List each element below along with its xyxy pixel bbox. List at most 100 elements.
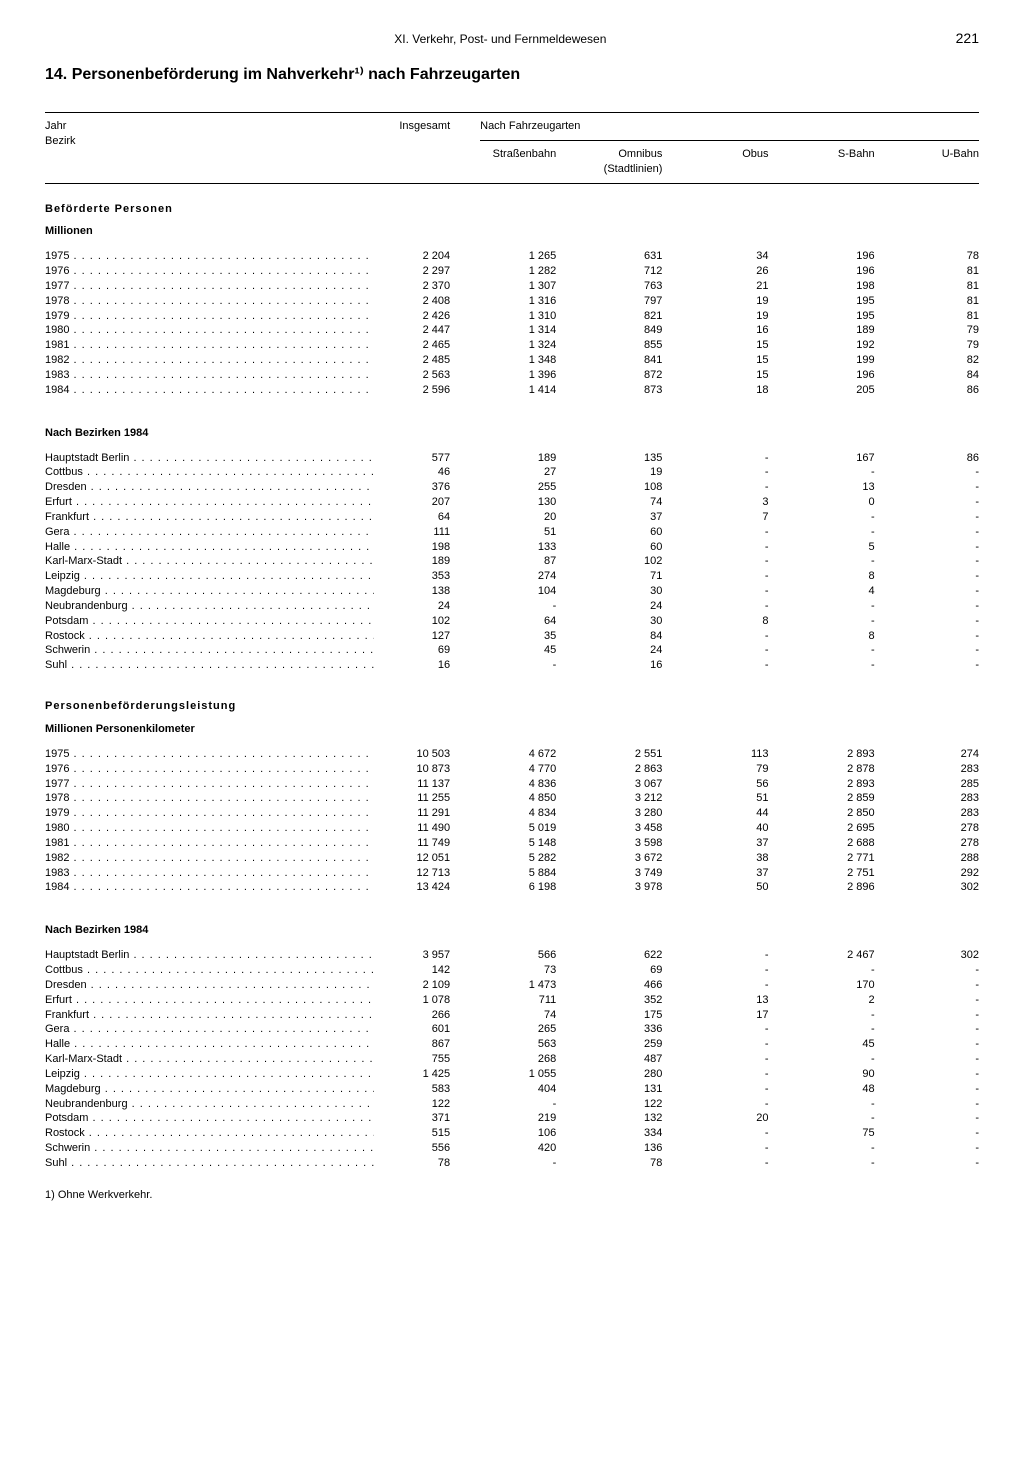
row-label: 1978 <box>45 791 374 806</box>
cell-value: - <box>905 993 979 1008</box>
table-row: 19782 4081 3167971919581 <box>45 294 979 309</box>
row-label: 1975 <box>45 747 374 762</box>
cell-value: 5 <box>799 540 905 555</box>
cell-value: 71 <box>586 569 692 584</box>
row-label: Neubrandenburg <box>45 1097 374 1112</box>
cell-value: 189 <box>799 323 905 338</box>
cell-value: - <box>692 1082 798 1097</box>
table-row: Neubrandenburg122-122--- <box>45 1097 979 1112</box>
table-row: Hauptstadt Berlin3 957566622-2 467302 <box>45 948 979 963</box>
cell-value: - <box>480 658 586 673</box>
cell-value: 142 <box>374 963 480 978</box>
cell-value: 20 <box>480 510 586 525</box>
cell-value: 601 <box>374 1022 480 1037</box>
cell-value: 195 <box>799 309 905 324</box>
table-title: 14. Personenbeförderung im Nahverkehr¹⁾ … <box>45 64 979 84</box>
table-row: Schwerin556420136--- <box>45 1141 979 1156</box>
cell-value: - <box>905 1141 979 1156</box>
cell-value: 872 <box>586 368 692 383</box>
cell-value: 302 <box>905 948 979 963</box>
col-header: S-Bahn <box>799 140 905 183</box>
table-row: Erfurt1 078711352132- <box>45 993 979 1008</box>
cell-value: 515 <box>374 1126 480 1141</box>
block-subhead: Nach Bezirken 1984 <box>45 406 979 451</box>
cell-value: - <box>799 1022 905 1037</box>
cell-value: 4 <box>799 584 905 599</box>
cell-value: 84 <box>586 629 692 644</box>
cell-value: 38 <box>692 851 798 866</box>
cell-value: - <box>905 480 979 495</box>
table-row: Cottbus462719--- <box>45 465 979 480</box>
cell-value: - <box>905 510 979 525</box>
row-label: Rostock <box>45 1126 374 1141</box>
cell-value: 21 <box>692 279 798 294</box>
table-row: Magdeburg13810430-4- <box>45 584 979 599</box>
cell-value: - <box>905 1111 979 1126</box>
cell-value: - <box>692 948 798 963</box>
table-row: Cottbus1427369--- <box>45 963 979 978</box>
cell-value: - <box>905 584 979 599</box>
cell-value: 566 <box>480 948 586 963</box>
row-label: Neubrandenburg <box>45 599 374 614</box>
cell-value: 113 <box>692 747 798 762</box>
cell-value: 30 <box>586 614 692 629</box>
row-label: 1984 <box>45 880 374 895</box>
cell-value: 12 713 <box>374 866 480 881</box>
cell-value: 15 <box>692 353 798 368</box>
cell-value: 285 <box>905 777 979 792</box>
cell-value: 196 <box>799 264 905 279</box>
row-label: 1975 <box>45 249 374 264</box>
row-label: 1984 <box>45 383 374 398</box>
cell-value: - <box>905 1037 979 1052</box>
data-table: JahrBezirkInsgesamtNach FahrzeugartenStr… <box>45 112 979 1179</box>
cell-value: - <box>692 643 798 658</box>
cell-value: 2 878 <box>799 762 905 777</box>
cell-value: 11 255 <box>374 791 480 806</box>
table-row: 19762 2971 2827122619681 <box>45 264 979 279</box>
cell-value: 10 503 <box>374 747 480 762</box>
table-row: Dresden2 1091 473466-170- <box>45 978 979 993</box>
cell-value: 274 <box>480 569 586 584</box>
cell-value: 2 751 <box>799 866 905 881</box>
table-row: 19792 4261 3108211919581 <box>45 309 979 324</box>
row-label: Hauptstadt Berlin <box>45 948 374 963</box>
cell-value: - <box>799 643 905 658</box>
row-label: Frankfurt <box>45 1008 374 1023</box>
cell-value: 1 265 <box>480 249 586 264</box>
cell-value: 3 672 <box>586 851 692 866</box>
cell-value: 2 467 <box>799 948 905 963</box>
cell-value: 1 348 <box>480 353 586 368</box>
cell-value: - <box>799 658 905 673</box>
cell-value: 3 067 <box>586 777 692 792</box>
table-row: 19812 4651 3248551519279 <box>45 338 979 353</box>
row-label: 1983 <box>45 368 374 383</box>
cell-value: 288 <box>905 851 979 866</box>
row-label: Cottbus <box>45 963 374 978</box>
cell-value: 797 <box>586 294 692 309</box>
cell-value: 122 <box>374 1097 480 1112</box>
cell-value: 24 <box>586 599 692 614</box>
row-label: Frankfurt <box>45 510 374 525</box>
cell-value: 78 <box>905 249 979 264</box>
footnote: 1) Ohne Werkverkehr. <box>45 1189 979 1201</box>
row-label: Potsdam <box>45 614 374 629</box>
cell-value: 2 859 <box>799 791 905 806</box>
cell-value: 16 <box>692 323 798 338</box>
cell-value: - <box>905 599 979 614</box>
cell-value: - <box>692 1052 798 1067</box>
cell-value: 74 <box>586 495 692 510</box>
row-label: 1979 <box>45 309 374 324</box>
cell-value: 556 <box>374 1141 480 1156</box>
cell-value: 4 850 <box>480 791 586 806</box>
cell-value: 56 <box>692 777 798 792</box>
row-label: Gera <box>45 1022 374 1037</box>
cell-value: 79 <box>905 338 979 353</box>
cell-value: 1 307 <box>480 279 586 294</box>
cell-value: 268 <box>480 1052 586 1067</box>
cell-value: 352 <box>586 993 692 1008</box>
cell-value: 274 <box>905 747 979 762</box>
cell-value: 278 <box>905 821 979 836</box>
row-label: Schwerin <box>45 1141 374 1156</box>
cell-value: 763 <box>586 279 692 294</box>
cell-value: 3 458 <box>586 821 692 836</box>
